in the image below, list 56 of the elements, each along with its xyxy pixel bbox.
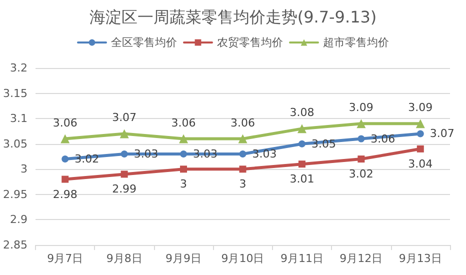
- point: [297, 124, 306, 134]
- data-label: 3: [239, 178, 246, 191]
- data-label: 3.09: [408, 101, 433, 114]
- y-tick-label: 3.15: [2, 86, 28, 100]
- point: [120, 129, 129, 138]
- point: [179, 134, 188, 144]
- x-tick-label: 9月12日: [340, 252, 383, 265]
- legend-label: 全区零售均价: [111, 36, 177, 49]
- point: [62, 156, 69, 163]
- x-tick-label: 9月9日: [166, 252, 202, 265]
- point: [120, 170, 128, 178]
- point: [356, 119, 366, 128]
- point: [416, 130, 424, 138]
- data-label: 3.07: [430, 127, 454, 140]
- legend-label: 超市零售均价: [323, 36, 389, 49]
- point: [60, 134, 70, 144]
- chart-title: 海淀区一周蔬菜零售均价走势(9.7-9.13): [89, 8, 377, 26]
- data-label: 3.06: [230, 116, 255, 130]
- point: [298, 160, 306, 168]
- data-label: 3.01: [290, 172, 314, 186]
- x-tick-label: 9月10日: [221, 252, 264, 265]
- point: [416, 145, 424, 152]
- point: [180, 166, 188, 173]
- data-label: 3.06: [52, 116, 78, 130]
- y-tick-label: 2.9: [10, 213, 28, 226]
- data-label: 3.02: [348, 168, 374, 181]
- point: [239, 150, 246, 158]
- y-tick-label: 3: [20, 162, 28, 176]
- legend-label: 农贸零售均价: [217, 36, 283, 49]
- y-tick-label: 2.95: [2, 188, 28, 201]
- point: [298, 140, 306, 148]
- data-label: 3.06: [171, 116, 196, 130]
- x-tick-label: 9月8日: [106, 252, 142, 265]
- point: [62, 176, 69, 183]
- x-tick-label: 9月7日: [47, 252, 84, 265]
- data-label: 2.98: [52, 188, 78, 201]
- data-label: 3.08: [290, 106, 314, 120]
- point: [120, 150, 128, 158]
- data-label: 3: [180, 178, 188, 191]
- data-label: 2.99: [112, 182, 137, 196]
- point: [239, 166, 246, 173]
- y-tick-label: 2.85: [2, 238, 28, 252]
- y-tick-label: 3.1: [10, 112, 28, 126]
- data-label: 3.09: [348, 101, 374, 114]
- point: [358, 156, 365, 163]
- x-tick-label: 9月13日: [398, 252, 442, 265]
- point: [416, 119, 425, 128]
- point: [180, 150, 188, 158]
- y-tick-label: 3.2: [10, 62, 28, 74]
- y-tick-label: 3.05: [2, 137, 28, 150]
- data-label: 3.07: [112, 111, 137, 124]
- data-label: 3.03: [252, 147, 277, 160]
- x-tick-label: 9月11日: [280, 252, 324, 265]
- data-label: 3.04: [408, 157, 433, 170]
- point: [238, 134, 248, 144]
- point: [358, 135, 365, 142]
